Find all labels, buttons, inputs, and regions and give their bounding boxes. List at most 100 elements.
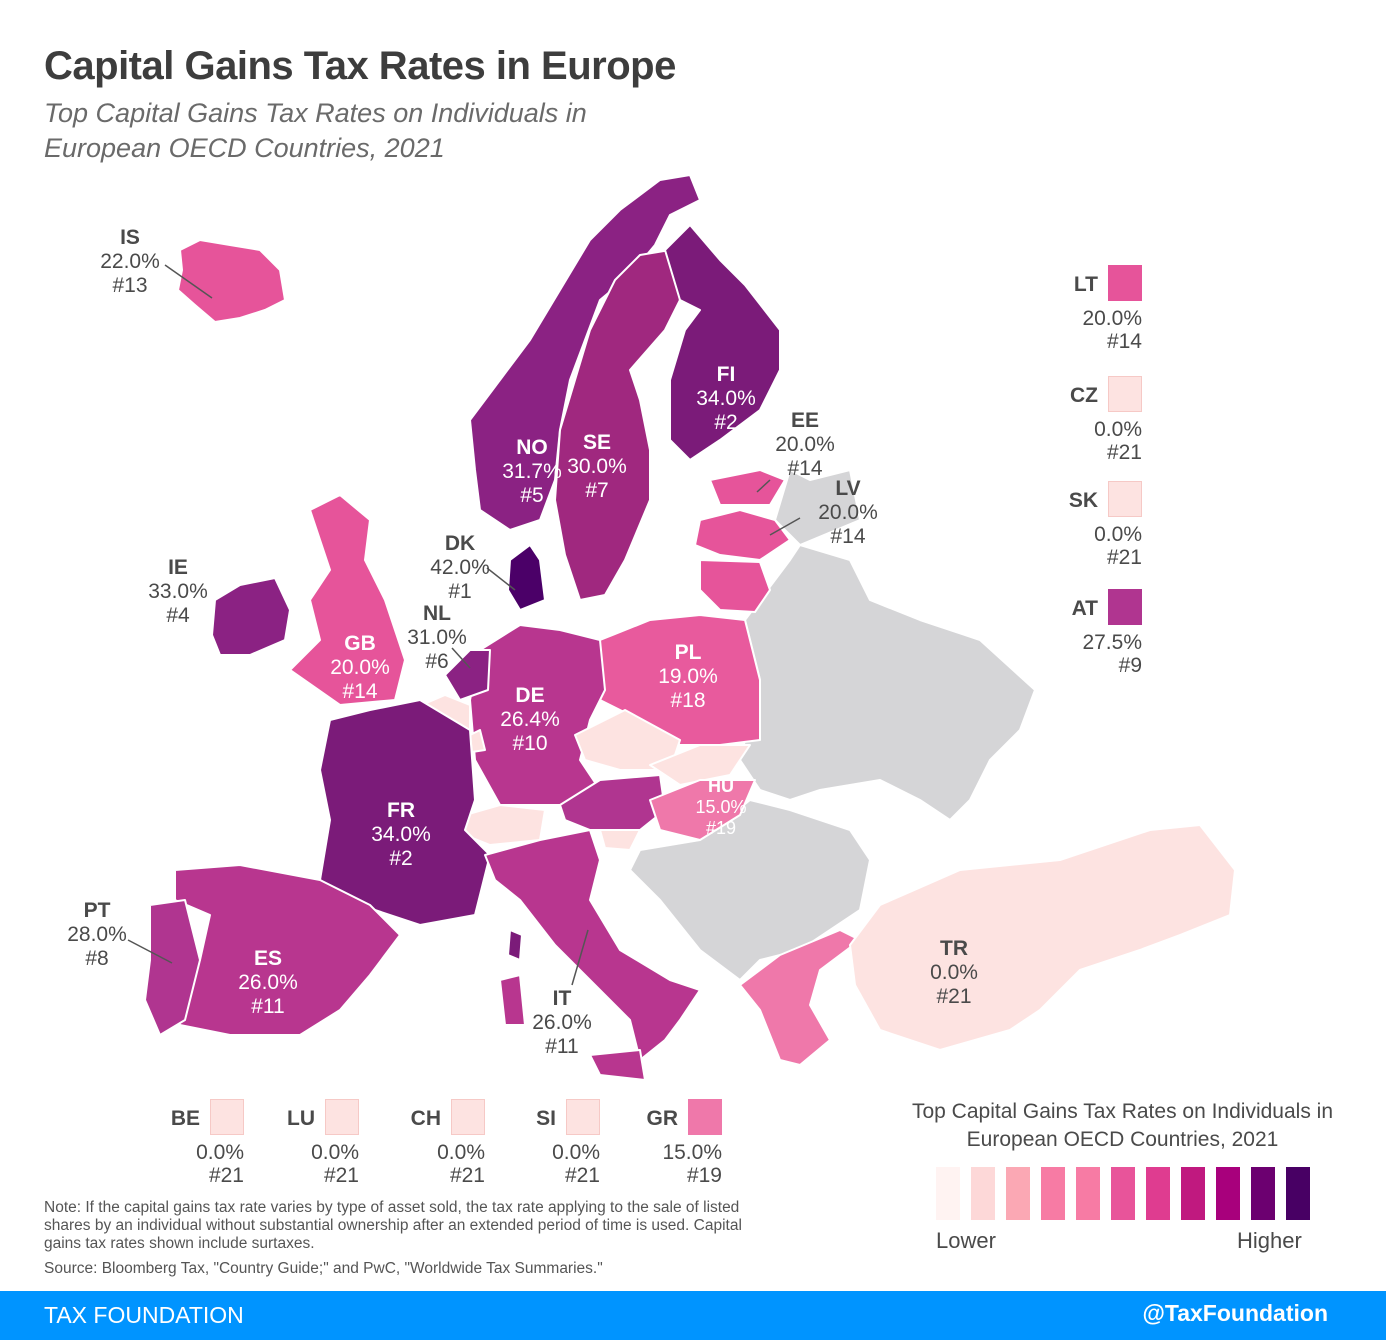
label-rate: 33.0% — [148, 580, 208, 603]
source-text: Source: Bloomberg Tax, "Country Guide;" … — [44, 1260, 603, 1277]
label-code: IS — [120, 226, 140, 249]
label-rank: #18 — [670, 689, 706, 712]
label-rank: #2 — [714, 411, 738, 434]
color-swatch — [451, 1099, 485, 1135]
leader-line — [571, 929, 589, 986]
callout-code: SK — [1068, 489, 1098, 512]
country-sk — [649, 744, 751, 786]
country-fr — [507, 929, 523, 961]
label-rate: 34.0% — [696, 387, 756, 410]
callout-lt: LT 20.0% #14 — [1022, 265, 1142, 365]
country-gr — [739, 929, 861, 1066]
callout-rate: 0.0% — [552, 1141, 600, 1164]
country-se — [554, 249, 681, 601]
label-rate: 30.0% — [567, 455, 627, 478]
label-rank: #10 — [512, 732, 548, 755]
callout-rank: #14 — [1106, 330, 1142, 353]
label-rank: #14 — [787, 457, 823, 480]
country-hu — [649, 779, 756, 841]
non-oecd-country — [629, 799, 871, 981]
label-rank: #1 — [448, 580, 472, 603]
color-swatch — [210, 1099, 244, 1135]
legend-low-label: Lower — [936, 1228, 996, 1253]
country-pt — [144, 899, 201, 1036]
callout-code: CZ — [1070, 384, 1098, 407]
leader-line — [769, 517, 801, 536]
country-label-is: IS 22.0% #13 — [100, 226, 160, 298]
callout-rank: #21 — [208, 1164, 244, 1187]
legend-swatch-5 — [1076, 1167, 1100, 1220]
label-code: IE — [168, 556, 188, 579]
country-at — [559, 774, 666, 831]
label-rate: 0.0% — [930, 961, 978, 984]
callout-rate: 0.0% — [437, 1141, 485, 1164]
label-rank: #19 — [705, 818, 737, 838]
country-de — [469, 624, 606, 806]
label-code: EE — [790, 409, 820, 432]
label-rank: #14 — [342, 680, 378, 703]
country-gb — [289, 494, 406, 706]
label-rank: #21 — [936, 985, 972, 1008]
label-rate: 20.0% — [330, 656, 390, 679]
country-label-it: IT 26.0% #11 — [532, 987, 592, 1059]
label-code: HU — [707, 776, 734, 796]
callout-rank: #19 — [686, 1164, 722, 1187]
country-is — [177, 239, 286, 323]
label-code: ES — [253, 947, 283, 970]
callout-be: BE 0.0% #21 — [124, 1099, 244, 1199]
legend-high-label: Higher — [1237, 1228, 1302, 1253]
label-code: LV — [835, 477, 861, 500]
label-code: GB — [344, 632, 376, 655]
callout-ch: CH 0.0% #21 — [365, 1099, 485, 1199]
color-swatch — [1108, 589, 1142, 625]
label-rate: 42.0% — [430, 556, 490, 579]
label-rate: 31.0% — [407, 626, 467, 649]
label-code: FR — [386, 799, 415, 822]
label-rank: #7 — [585, 479, 609, 502]
country-fi — [664, 224, 781, 461]
country-label-ee: EE 20.0% #14 — [775, 409, 835, 481]
label-rate: 15.0% — [695, 797, 747, 817]
country-es — [174, 864, 401, 1036]
callout-sk: SK 0.0% #21 — [1022, 481, 1142, 581]
country-it — [484, 829, 701, 1061]
footer-handle[interactable]: @TaxFoundation — [1142, 1300, 1328, 1326]
callout-rank: #21 — [323, 1164, 359, 1187]
callout-rate: 27.5% — [1082, 631, 1142, 654]
callout-rate: 0.0% — [196, 1141, 244, 1164]
country-lt — [699, 559, 771, 613]
color-swatch — [1108, 481, 1142, 517]
label-rate: 22.0% — [100, 250, 160, 273]
color-swatch — [688, 1099, 722, 1135]
callout-code: BE — [170, 1107, 200, 1130]
leader-line — [451, 647, 471, 669]
legend-swatch-7 — [1146, 1167, 1170, 1220]
callout-at: AT 27.5% #9 — [1022, 589, 1142, 689]
country-it — [589, 1049, 646, 1081]
label-rate: 26.0% — [238, 971, 298, 994]
label-rate: 26.0% — [532, 1011, 592, 1034]
leader-line — [164, 264, 213, 299]
label-rank: #6 — [425, 650, 449, 673]
callout-code: AT — [1071, 597, 1098, 620]
page-title: Capital Gains Tax Rates in Europe — [44, 44, 676, 88]
legend-scale — [936, 1167, 1310, 1220]
country-label-ie: IE 33.0% #4 — [148, 556, 208, 628]
label-rate: 28.0% — [67, 923, 127, 946]
country-ee — [709, 469, 786, 506]
country-label-es: ES 26.0% #11 — [238, 947, 298, 1019]
legend-swatch-6 — [1111, 1167, 1135, 1220]
callout-si: SI 0.0% #21 — [480, 1099, 600, 1199]
callout-rate: 0.0% — [1094, 523, 1142, 546]
callout-rank: #21 — [1106, 441, 1142, 464]
label-code: PL — [674, 641, 702, 664]
leader-line — [756, 479, 771, 493]
callout-code: CH — [410, 1107, 441, 1130]
country-si — [599, 829, 641, 851]
country-lv — [694, 509, 791, 561]
callout-code: GR — [646, 1107, 679, 1130]
footer-brand: TAX FOUNDATION — [44, 1302, 244, 1328]
country-label-fr: FR 34.0% #2 — [371, 799, 431, 871]
country-label-hu: HU 15.0% #19 — [695, 776, 746, 839]
